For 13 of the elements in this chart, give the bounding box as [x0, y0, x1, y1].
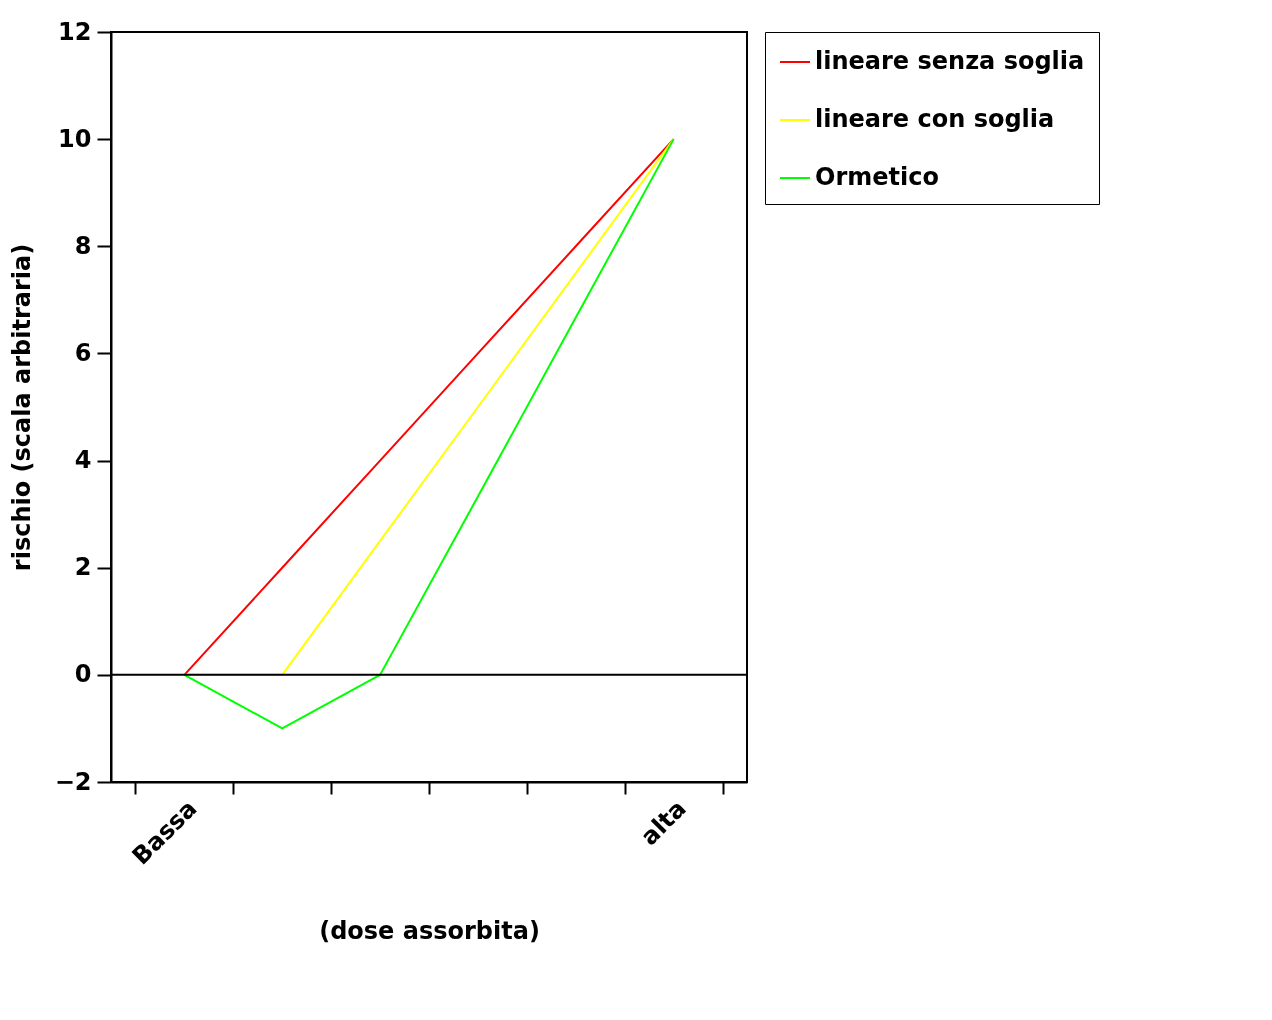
y-tick-label: 2: [74, 553, 92, 582]
y-tick-label: 8: [74, 231, 92, 260]
legend-label: lineare con soglia: [815, 105, 1055, 133]
x-axis-title: (dose assorbita): [319, 916, 540, 945]
legend-label: Ormetico: [815, 163, 939, 191]
y-axis-title: rischio (scala arbitraria): [7, 243, 36, 572]
y-tick-label: −2: [54, 767, 92, 796]
legend-label: lineare senza soglia: [815, 47, 1085, 75]
y-tick-label: 0: [74, 660, 92, 689]
y-tick-label: 10: [58, 124, 92, 153]
y-tick-label: 12: [58, 17, 92, 46]
y-tick-label: 6: [74, 338, 92, 367]
y-tick-label: 4: [74, 446, 92, 475]
